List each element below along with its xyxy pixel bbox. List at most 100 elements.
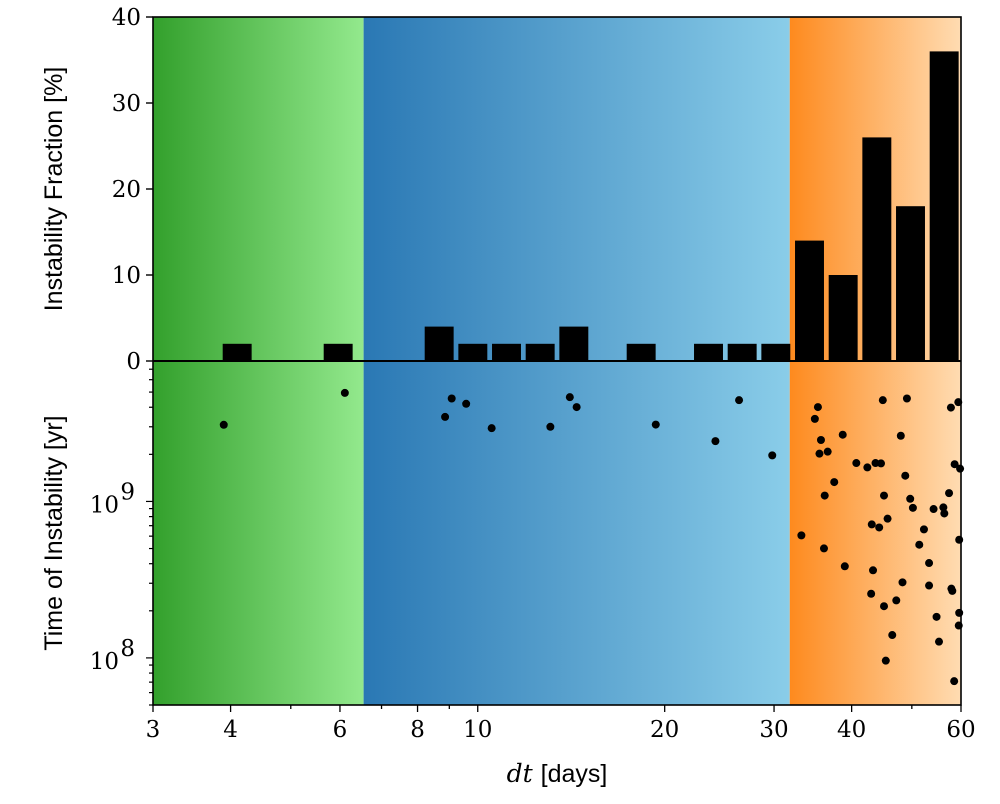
xtick-label: 4	[223, 717, 238, 743]
scatter-point	[816, 436, 825, 445]
scatter-point	[875, 523, 884, 532]
xlabel: dt [days]	[507, 759, 608, 788]
ytick-label-exponent: 8	[120, 636, 135, 662]
scatter-point	[819, 544, 828, 553]
bar	[694, 343, 723, 361]
scatter-point	[447, 394, 456, 403]
bar	[862, 137, 892, 361]
scatter-point	[340, 388, 349, 397]
xtick-label: 40	[837, 717, 866, 743]
scatter-point	[797, 531, 806, 540]
ytick-label-top: 30	[112, 91, 141, 117]
scatter-point	[823, 447, 832, 456]
scatter-point	[932, 612, 941, 621]
scatter-point	[908, 503, 917, 512]
scatter-point	[902, 394, 911, 403]
scatter-point	[880, 491, 889, 500]
ytick-label-top: 10	[112, 263, 141, 289]
scatter-point	[898, 578, 907, 587]
scatter-point	[915, 540, 924, 549]
xtick-label: 60	[946, 717, 975, 743]
xtick-label: 20	[650, 717, 679, 743]
scatter-point	[852, 459, 861, 468]
scatter-point	[815, 449, 824, 458]
scatter-point	[939, 503, 948, 512]
scatter-point	[880, 602, 889, 611]
ytick-label-top: 20	[112, 177, 141, 203]
scatter-point	[810, 414, 819, 423]
xtick-label: 30	[759, 717, 788, 743]
scatter-point	[863, 463, 872, 472]
xtick-label: 3	[146, 717, 161, 743]
scatter-point	[948, 586, 957, 595]
scatter-point	[878, 396, 887, 405]
scatter-point	[869, 566, 878, 575]
scatter-point	[955, 535, 964, 544]
scatter-point	[896, 431, 905, 440]
ytick-label-bottom: 10	[90, 492, 119, 518]
bottom-ylabel: Time of Instability [yr]	[40, 415, 68, 650]
bar	[323, 343, 353, 361]
scatter-point	[830, 478, 839, 487]
scatter-point	[546, 422, 555, 431]
scatter-point	[711, 437, 720, 446]
scatter-point	[925, 581, 934, 590]
scatter-point	[901, 471, 910, 480]
scatter-point	[572, 403, 581, 412]
xtick-label: 8	[410, 717, 425, 743]
scatter-point	[925, 559, 934, 568]
scatter-point	[565, 393, 574, 402]
scatter-point	[956, 464, 965, 473]
bar	[492, 343, 521, 361]
bar	[525, 343, 555, 361]
scatter-point	[950, 677, 959, 686]
scatter-point	[820, 491, 829, 500]
ytick-label-bottom: 10	[90, 649, 119, 675]
scatter-point	[735, 396, 744, 405]
bar	[828, 275, 858, 361]
scatter-point	[955, 608, 964, 617]
scatter-point	[813, 403, 822, 412]
scatter-point	[945, 489, 954, 498]
scatter-point	[883, 514, 892, 523]
scatter-point	[462, 399, 471, 408]
bar	[458, 343, 488, 361]
scatter-point	[892, 596, 901, 605]
bar	[626, 343, 656, 361]
xtick-label: 10	[463, 717, 492, 743]
scatter-point	[934, 637, 943, 646]
scatter-point	[940, 509, 949, 518]
scatter-point	[946, 403, 955, 412]
scatter-point	[950, 460, 959, 469]
bar	[896, 206, 925, 361]
bar	[761, 343, 791, 361]
scatter-point	[929, 505, 938, 514]
bars	[222, 51, 959, 362]
ytick-label-exponent: 9	[120, 479, 135, 505]
bar	[424, 326, 454, 361]
bar	[559, 326, 589, 361]
scatter-point	[881, 656, 890, 665]
scatter-point	[219, 420, 228, 429]
bar	[727, 343, 757, 361]
xlabel-unit: [days]	[541, 760, 608, 788]
bar	[929, 51, 959, 362]
ytick-label-top: 40	[112, 5, 141, 31]
scatter-point	[919, 525, 928, 534]
scatter-point	[867, 589, 876, 598]
scatter-point	[838, 430, 847, 439]
scatter-point	[768, 451, 777, 460]
bar	[222, 343, 252, 361]
scatter-points	[219, 388, 965, 686]
scatter-point	[840, 562, 849, 571]
scatter-point	[888, 631, 897, 640]
scatter-point	[441, 412, 450, 421]
scatter-point	[876, 459, 885, 468]
xtick-label: 6	[333, 717, 348, 743]
bar	[795, 240, 824, 361]
xlabel-var: dt	[507, 759, 534, 788]
top-ylabel: Instability Fraction [%]	[40, 67, 68, 312]
ytick-label-top: 0	[126, 349, 141, 375]
